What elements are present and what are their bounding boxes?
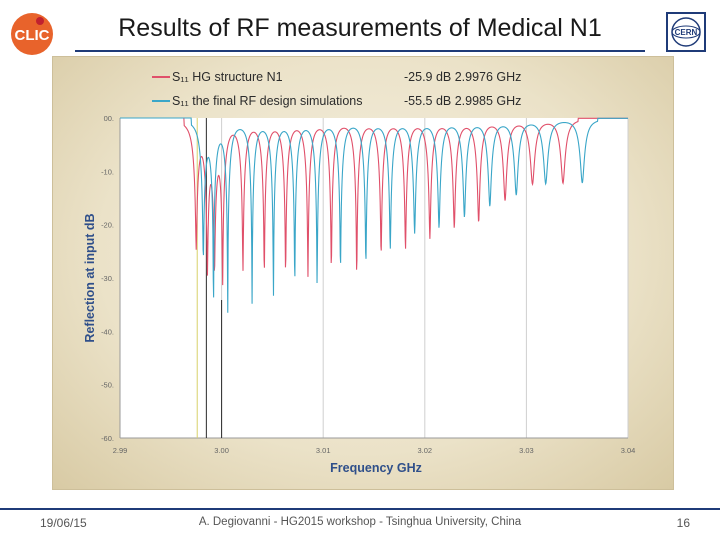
y-tick-label: -60. [101, 434, 114, 443]
legend-series-name: S₁₁ the final RF design simulations [172, 94, 362, 108]
x-axis-label: Frequency GHz [330, 461, 422, 475]
legend-series-name: S₁₁ HG structure N1 [172, 70, 283, 84]
x-tick-label: 2.99 [113, 446, 128, 455]
y-tick-label: -10. [101, 167, 114, 176]
footer-divider [0, 508, 720, 510]
footer-date: 19/06/15 [40, 516, 87, 530]
y-tick-labels: 00. -10. -20. -30. -40. -50. -60. [101, 114, 114, 443]
series-line-2 [120, 117, 628, 313]
legend: S₁₁ HG structure N1 -25.9 dB 2.9976 GHz S₁… [152, 70, 521, 108]
plot-area [120, 118, 628, 438]
page-title: Results of RF measurements of Medical N1 [118, 14, 602, 42]
page-number: 16 [676, 516, 690, 530]
title-divider [75, 50, 645, 52]
y-tick-label: 00. [104, 114, 114, 123]
clic-logo: CLIC [8, 10, 56, 58]
x-tick-label: 3.04 [621, 446, 636, 455]
y-tick-label: -20. [101, 221, 114, 230]
x-tick-label: 3.01 [316, 446, 331, 455]
y-tick-label: -50. [101, 381, 114, 390]
legend-series-value: -25.9 dB 2.9976 GHz [404, 70, 521, 84]
cern-logo: CERN [666, 12, 706, 52]
x-tick-labels: 2.99 3.00 3.01 3.02 3.03 3.04 [113, 446, 636, 455]
series-line-1 [120, 117, 628, 286]
x-tick-label: 3.02 [417, 446, 432, 455]
y-tick-label: -40. [101, 327, 114, 336]
y-tick-label: -30. [101, 274, 114, 283]
legend-series-value: -55.5 dB 2.9985 GHz [404, 94, 521, 108]
footer-credit: A. Degiovanni - HG2015 workshop - Tsingh… [198, 516, 522, 528]
x-tick-label: 3.00 [214, 446, 229, 455]
series-lines [120, 117, 628, 313]
cern-logo-text: CERN [675, 28, 698, 37]
clic-logo-text: CLIC [15, 27, 50, 44]
x-tick-label: 3.03 [519, 446, 534, 455]
y-axis-label: Reflection at input dB [83, 213, 97, 342]
